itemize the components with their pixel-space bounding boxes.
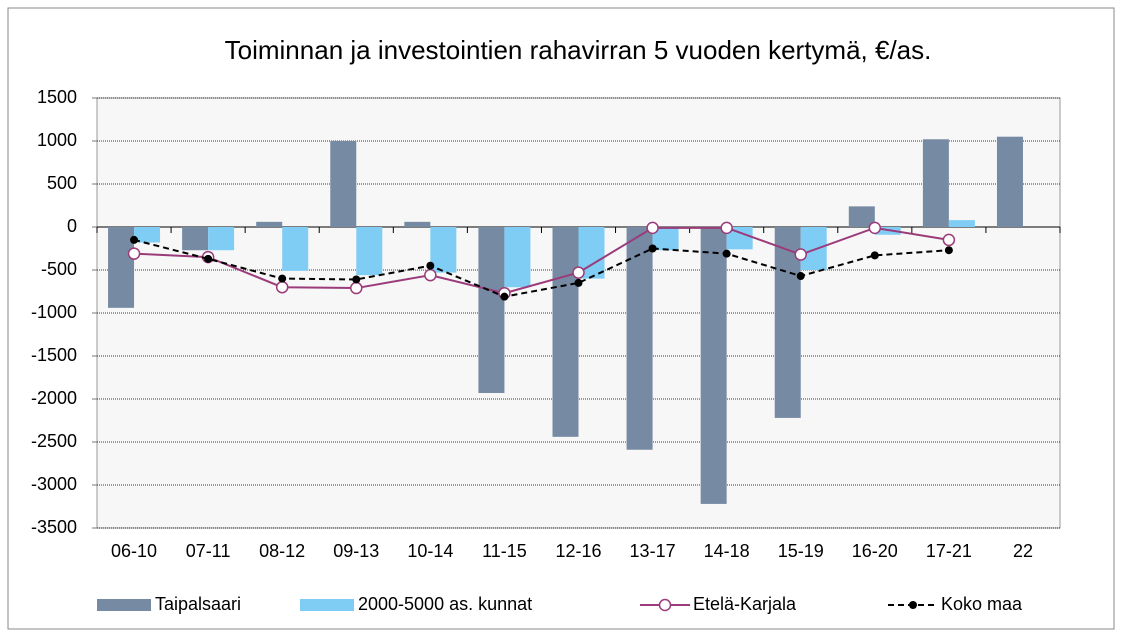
bar — [996, 136, 1023, 227]
x-tick-label: 10-14 — [407, 541, 453, 561]
marker — [426, 261, 435, 270]
bar — [330, 141, 357, 227]
x-tick-label: 16-20 — [852, 541, 898, 561]
marker — [648, 244, 657, 253]
marker — [130, 235, 139, 244]
x-tick-label: 09-13 — [333, 541, 379, 561]
x-tick-label: 12-16 — [555, 541, 601, 561]
x-tick-label: 08-12 — [259, 541, 305, 561]
bar — [626, 227, 653, 450]
marker — [127, 247, 141, 260]
marker — [352, 275, 361, 284]
bar — [208, 227, 235, 251]
legend-label: 2000-5000 as. kunnat — [358, 594, 532, 614]
marker — [574, 278, 583, 287]
legend-swatch — [97, 599, 151, 611]
x-tick-label: 06-10 — [111, 541, 157, 561]
bar — [652, 227, 679, 251]
line — [133, 226, 950, 295]
bar — [552, 227, 579, 437]
bar — [848, 206, 875, 227]
legend-label: Koko maa — [941, 594, 1023, 614]
bar — [404, 221, 431, 227]
bar — [134, 227, 161, 243]
y-tick-label: 1500 — [37, 87, 77, 107]
y-tick-label: -2000 — [31, 388, 77, 408]
chart-title: Toiminnan ja investointien rahavirran 5 … — [225, 35, 932, 65]
x-tick-label: 17-21 — [926, 541, 972, 561]
y-tick-label: -3500 — [31, 517, 77, 537]
legend-label: Etelä-Karjala — [693, 594, 797, 614]
x-tick-label: 07-11 — [186, 541, 231, 561]
marker — [944, 246, 953, 255]
bar — [182, 227, 209, 251]
x-tick-label: 14-18 — [704, 541, 750, 561]
bar — [256, 221, 283, 227]
x-tick-label: 13-17 — [630, 541, 676, 561]
marker — [942, 233, 956, 247]
legend-swatch — [300, 599, 354, 611]
legend-marker — [909, 601, 917, 609]
bar — [922, 139, 949, 227]
x-tick-label: 15-19 — [778, 541, 824, 561]
marker — [350, 281, 363, 295]
marker — [275, 280, 289, 294]
marker — [278, 274, 287, 283]
marker — [794, 248, 807, 261]
marker — [722, 249, 731, 258]
marker — [500, 292, 509, 301]
legend-marker — [658, 598, 672, 612]
y-tick-label: -500 — [41, 259, 77, 279]
bar — [726, 227, 753, 250]
bar — [430, 227, 457, 273]
bar — [356, 227, 383, 276]
marker — [204, 254, 213, 263]
marker — [572, 266, 585, 279]
marker — [646, 221, 659, 235]
bar — [282, 227, 309, 271]
bar — [700, 227, 727, 504]
y-tick-label: 500 — [47, 173, 77, 193]
bar — [108, 227, 135, 308]
x-tick-label: 11-15 — [482, 541, 527, 561]
y-tick-label: -3000 — [31, 474, 77, 494]
bar — [948, 220, 975, 227]
y-tick-label: 0 — [67, 216, 77, 236]
line — [133, 238, 949, 298]
marker — [796, 272, 805, 281]
y-tick-label: 1000 — [37, 130, 77, 150]
bar — [478, 227, 505, 393]
x-tick-label: 22 — [1013, 541, 1033, 561]
marker — [870, 251, 879, 260]
bar — [800, 227, 827, 270]
y-tick-label: -2500 — [31, 431, 77, 451]
y-tick-label: -1500 — [31, 345, 77, 365]
bar — [504, 227, 531, 288]
marker — [720, 221, 733, 235]
legend-label: Taipalsaari — [155, 594, 241, 614]
marker — [868, 221, 882, 235]
y-tick-label: -1000 — [31, 302, 77, 322]
marker — [424, 268, 437, 282]
